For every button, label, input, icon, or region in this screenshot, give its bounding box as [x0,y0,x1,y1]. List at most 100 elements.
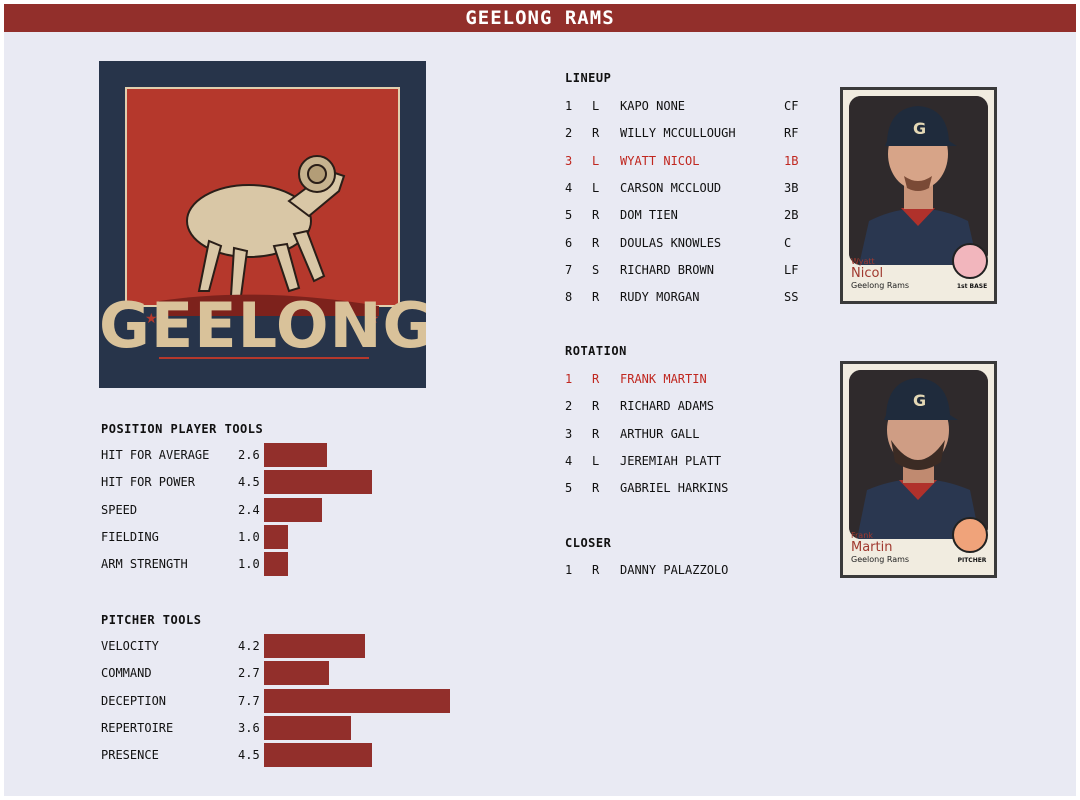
bats-throws: R [592,235,600,250]
rotation-title: ROTATION [565,344,627,358]
player-position: SS [784,290,799,305]
tool-label: HIT FOR AVERAGE [101,448,210,462]
team-logo: ★ ★ GEELONG [99,61,426,388]
cap-letter: G [913,119,926,138]
tool-value: 2.6 [238,448,260,462]
card-first-name: Wyatt [851,257,875,266]
player-name: RICHARD ADAMS [620,399,714,414]
position-badge-icon [952,517,988,553]
rotation-row[interactable]: 3 R ARTHUR GALL [565,426,805,442]
slot-number: 3 [565,153,573,168]
lineup-row[interactable]: 6 R DOULAS KNOWLES C [565,235,805,251]
tool-bar [264,470,372,495]
player-name: WYATT NICOL [620,153,700,168]
tool-bar [264,497,322,522]
player-position: RF [784,126,799,141]
lineup-row[interactable]: 3 L WYATT NICOL 1B [565,153,805,169]
position-badge-icon [952,243,988,279]
pitcher-tools-title: PITCHER TOOLS [101,613,202,627]
bats-throws: R [592,372,600,386]
rotation-row[interactable]: 2 R RICHARD ADAMS [565,398,805,414]
player-name: DANNY PALAZZOLO [620,563,729,577]
lineup-row[interactable]: 4 L CARSON MCCLOUD 3B [565,180,805,196]
player-name: GABRIEL HARKINS [620,481,729,496]
player-name: KAPO NONE [620,99,686,113]
rotation-row[interactable]: 1 R FRANK MARTIN [565,371,805,387]
pitcher-player-card[interactable]: G Frank Martin Geelong Rams PITCHER [840,361,997,578]
closer-row[interactable]: 1 R DANNY PALAZZOLO [565,562,805,578]
slot-number: 4 [565,180,573,195]
slot-number: 2 [565,399,573,414]
player-name: RUDY MORGAN [620,290,700,305]
bats-throws: R [592,208,600,223]
tool-label: REPERTOIRE [101,720,174,735]
lineup-row[interactable]: 2 R WILLY MCCULLOUGH RF [565,125,805,141]
player-name: FRANK MARTIN [620,372,707,386]
slot-number: 5 [565,481,573,496]
player-position: 2B [784,208,799,223]
tool-value: 1.0 [238,557,260,572]
rotation-row[interactable]: 4 L JEREMIAH PLATT [565,453,805,469]
card-team-name: Geelong Rams [851,555,910,564]
card-team-name: Geelong Rams [851,281,910,290]
tool-value: 3.6 [238,720,260,735]
lineup-row[interactable]: 7 S RICHARD BROWN LF [565,262,805,278]
tool-bar [264,443,327,467]
closer-title: CLOSER [565,536,612,550]
slot-number: 1 [565,563,573,577]
card-position-label: PITCHER [957,557,987,564]
player-position: CF [784,99,799,113]
slot-number: 7 [565,262,573,277]
player-name: WILLY MCCULLOUGH [620,126,736,141]
lineup-row[interactable]: 8 R RUDY MORGAN SS [565,289,805,305]
player-photo: G [849,96,988,265]
slot-number: 4 [565,453,573,468]
player-name: RICHARD BROWN [620,262,714,277]
position-tools-title: POSITION PLAYER TOOLS [101,422,264,436]
tool-bar [264,715,351,740]
bats-throws: L [592,99,600,113]
player-position: LF [784,262,799,277]
player-name: ARTHUR GALL [620,426,700,441]
player-name: DOM TIEN [620,208,678,223]
slot-number: 1 [565,99,573,113]
bats-throws: R [592,126,600,141]
tool-value: 2.7 [238,666,260,681]
tool-bar [264,688,450,713]
tool-bar [264,661,329,686]
tool-value: 4.5 [238,475,260,490]
card-last-name: Nicol [851,266,884,281]
logo-wordmark: GEELONG [99,289,426,362]
tool-bar [264,524,288,549]
bats-throws: L [592,453,600,468]
tool-label: VELOCITY [101,639,159,653]
tool-label: HIT FOR POWER [101,475,195,490]
batter-player-card[interactable]: G Wyatt Nicol Geelong Rams 1st BASE [840,87,997,304]
tool-value: 2.4 [238,502,260,517]
tool-value: 4.5 [238,748,260,763]
card-first-name: Frank [851,531,873,540]
tool-label: ARM STRENGTH [101,557,188,572]
lineup-row[interactable]: 1 L KAPO NONE CF [565,98,805,114]
tool-label: SPEED [101,502,138,517]
team-title: GEELONG RAMS [4,4,1076,32]
tool-bar [264,743,372,768]
slot-number: 5 [565,208,573,223]
page-frame: GEELONG RAMS ★ ★ GEELONG POSITION PLAYER… [4,4,1076,796]
rotation-row[interactable]: 5 R GABRIEL HARKINS [565,480,805,496]
player-position: 3B [784,180,799,195]
logo-star-left: ★ [145,311,158,327]
bats-throws: R [592,563,600,577]
ram-icon [159,155,379,316]
bats-throws: S [592,262,600,277]
slot-number: 6 [565,235,573,250]
slot-number: 8 [565,290,573,305]
tool-value: 7.7 [238,693,260,708]
tool-label: PRESENCE [101,748,159,763]
player-portrait-icon: G [849,370,988,539]
lineup-row[interactable]: 5 R DOM TIEN 2B [565,207,805,223]
logo-star-right: ★ [367,311,380,327]
player-name: DOULAS KNOWLES [620,235,722,250]
tool-label: DECEPTION [101,693,167,708]
tool-label: FIELDING [101,529,159,544]
